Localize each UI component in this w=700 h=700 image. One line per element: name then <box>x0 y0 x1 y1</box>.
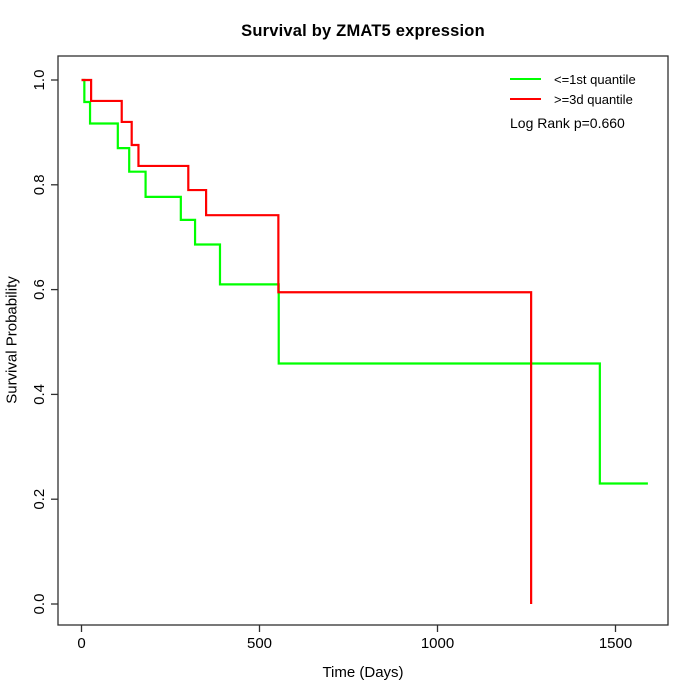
legend-label-third-quantile: >=3d quantile <box>554 91 633 107</box>
legend: <=1st quantile >=3d quantile <box>510 69 636 109</box>
legend-line-red-icon <box>510 98 541 100</box>
y-tick-label: 1.0 <box>31 70 48 91</box>
y-tick-label: 0.4 <box>31 384 48 405</box>
x-tick-label: 1500 <box>599 635 632 652</box>
x-axis-label: Time (Days) <box>322 664 404 681</box>
legend-line-green-icon <box>510 78 541 80</box>
x-tick-label: 500 <box>247 635 272 652</box>
y-tick-label: 0.6 <box>31 279 48 300</box>
x-tick-label: 0 <box>77 635 85 652</box>
legend-item-first-quantile: <=1st quantile <box>510 69 636 89</box>
plot-box <box>57 55 669 626</box>
y-axis-label: Survival Probability <box>3 276 21 404</box>
y-tick-label: 0.8 <box>31 174 48 195</box>
legend-label-first-quantile: <=1st quantile <box>554 71 636 87</box>
legend-item-third-quantile: >=3d quantile <box>510 89 636 109</box>
chart-title: Survival by ZMAT5 expression <box>241 22 485 40</box>
y-tick-label: 0.2 <box>31 489 48 510</box>
x-tick-label: 1000 <box>421 635 454 652</box>
y-tick-label: 0.0 <box>31 594 48 615</box>
log-rank-pvalue: Log Rank p=0.660 <box>510 115 625 131</box>
km-curve-third-quantile <box>81 78 533 604</box>
km-curve-first-quantile <box>81 78 648 485</box>
